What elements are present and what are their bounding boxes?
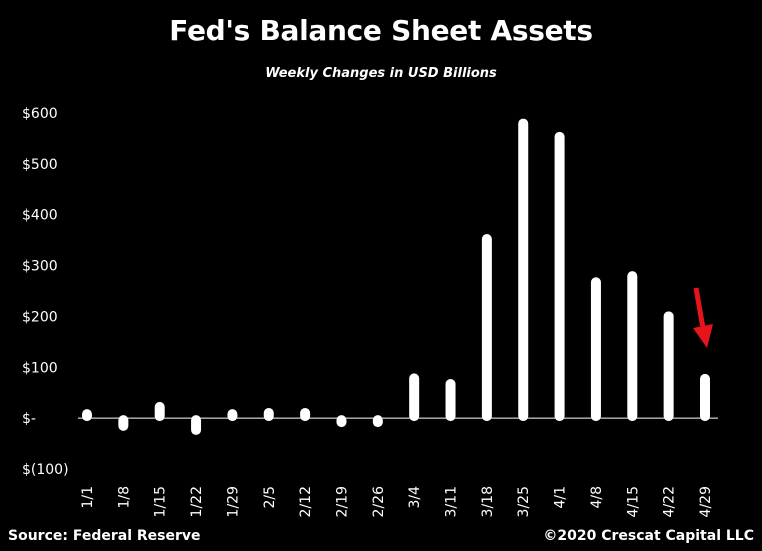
y-tick-label: $(100)	[22, 462, 69, 478]
x-axis-ticks: 1/1 1/8 1/15 1/22 1/29 2/5 2/12 2/19 2/26 3/4 3/11…	[80, 486, 714, 518]
y-tick-label: $300	[22, 259, 58, 275]
x-tick-label: 4/15	[625, 486, 641, 517]
bar	[372, 415, 383, 428]
x-tick-label: 1/1	[80, 486, 96, 509]
x-tick-label: 1/22	[189, 486, 205, 517]
bar	[481, 234, 492, 422]
bar	[518, 118, 529, 422]
x-tick-label: 3/11	[444, 486, 460, 517]
annotation-arrow	[693, 287, 713, 348]
bar	[554, 131, 565, 422]
x-tick-label: 2/12	[298, 486, 314, 517]
x-tick-label: 2/19	[334, 486, 350, 517]
bar	[445, 378, 456, 422]
bar	[590, 277, 601, 422]
y-tick-label: $-	[22, 411, 36, 427]
x-tick-label: 2/26	[371, 486, 387, 518]
x-tick-label: 1/15	[153, 486, 169, 517]
x-tick-label: 3/18	[480, 486, 496, 517]
bar	[627, 271, 638, 422]
bar	[154, 401, 165, 422]
bar	[191, 415, 202, 435]
x-tick-label: 1/29	[225, 486, 241, 517]
x-tick-label: 2/5	[262, 486, 278, 509]
x-tick-label: 4/29	[698, 486, 714, 517]
bar	[300, 407, 311, 422]
chart-title: Fed's Balance Sheet Assets	[169, 14, 593, 47]
bar	[263, 407, 274, 422]
x-tick-label: 4/1	[553, 486, 569, 509]
y-tick-label: $400	[22, 208, 58, 224]
x-tick-label: 4/8	[589, 486, 605, 509]
chart-subtitle: Weekly Changes in USD Billions	[265, 66, 497, 81]
y-tick-label: $500	[22, 157, 58, 173]
copyright-note: ©2020 Crescat Capital LLC	[543, 528, 754, 544]
y-tick-label: $100	[22, 360, 58, 376]
x-tick-label: 3/4	[407, 486, 423, 509]
x-tick-label: 3/25	[516, 486, 532, 517]
bars	[82, 118, 710, 435]
bar	[336, 415, 347, 428]
bar	[409, 373, 420, 422]
x-tick-label: 4/22	[662, 486, 678, 517]
y-axis-ticks: $600 $500 $400 $300 $200 $100 $- $(100)	[22, 106, 69, 478]
bar	[663, 311, 674, 422]
bar	[227, 409, 238, 422]
arrow-head	[693, 324, 713, 348]
y-tick-label: $600	[22, 106, 58, 122]
source-note: Source: Federal Reserve	[8, 528, 201, 544]
bar	[700, 373, 710, 422]
bar	[82, 409, 92, 422]
bar	[118, 415, 129, 431]
x-tick-label: 1/8	[116, 486, 132, 509]
y-tick-label: $200	[22, 309, 58, 325]
